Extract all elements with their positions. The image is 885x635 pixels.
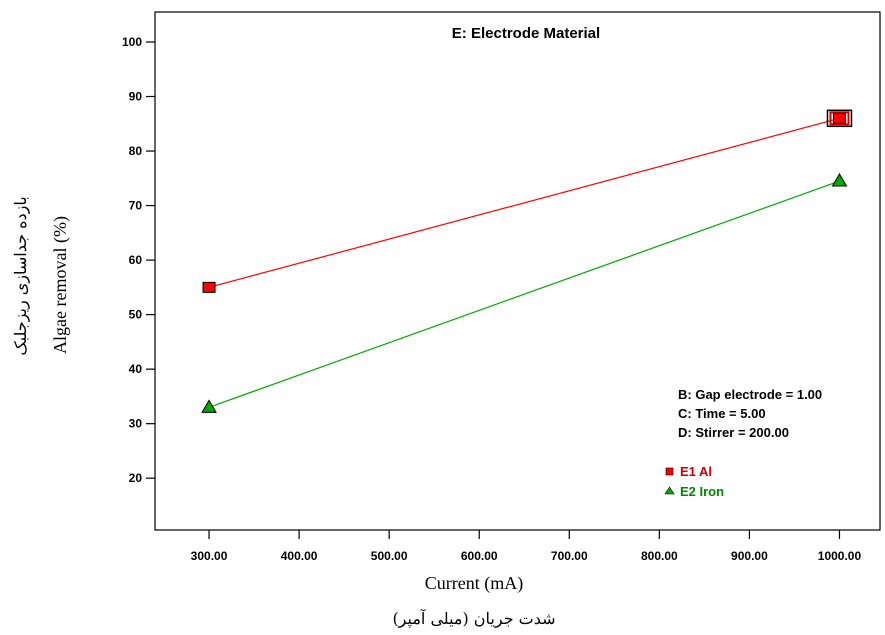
x-tick-label: 400.00 <box>281 549 318 563</box>
legend-label-e2: E2 Iron <box>680 484 724 499</box>
legend-label-e1: E1 Al <box>680 464 712 479</box>
y-tick-label: 90 <box>129 90 143 104</box>
x-tick-label: 500.00 <box>371 549 408 563</box>
y-tick-label: 80 <box>129 144 143 158</box>
chart-title: E: Electrode Material <box>452 25 600 42</box>
x-tick-label: 700.00 <box>551 549 588 563</box>
y-axis-ticks: 20 30 40 50 60 70 80 90 100 <box>122 35 155 485</box>
x-tick-label: 900.00 <box>731 549 768 563</box>
y-tick-label: 40 <box>129 362 143 376</box>
y-tick-label: 70 <box>129 199 143 213</box>
legend: E1 Al E2 Iron <box>664 464 724 499</box>
series-layer <box>201 109 853 413</box>
factor-line-d: D: Stirrer = 200.00 <box>678 425 789 440</box>
highlight-box-inner <box>829 111 850 126</box>
data-point-e1 <box>832 112 846 124</box>
factor-line-b: B: Gap electrode = 1.00 <box>678 387 822 402</box>
y-axis-label: Algae removal (%) <box>50 216 71 354</box>
y-tick-label: 20 <box>129 471 143 485</box>
x-tick-label: 600.00 <box>461 549 498 563</box>
legend-marker-e2 <box>664 486 675 495</box>
x-tick-label: 1000.00 <box>818 549 862 563</box>
highlight-box <box>826 109 853 128</box>
y-tick-label: 30 <box>129 417 143 431</box>
x-tick-label: 800.00 <box>641 549 678 563</box>
x-axis-label-persian: شدت جریان (میلی آمپر) <box>392 608 555 628</box>
factor-line-c: C: Time = 5.00 <box>678 406 766 421</box>
y-axis-label-persian: بازده جداسازی ریزجلبک <box>11 196 30 355</box>
x-tick-label: 300.00 <box>191 549 228 563</box>
legend-marker-e1 <box>665 467 674 476</box>
series-line-e2 <box>208 180 840 408</box>
factor-settings: B: Gap electrode = 1.00 C: Time = 5.00 D… <box>678 387 822 440</box>
data-point-e2 <box>831 173 848 187</box>
y-tick-label: 60 <box>129 253 143 267</box>
x-axis-label: Current (mA) <box>425 573 523 594</box>
x-axis-ticks: 300.00 400.00 500.00 600.00 700.00 800.00 900.… <box>191 530 862 563</box>
data-point-e2 <box>201 399 217 413</box>
y-tick-label: 50 <box>129 308 143 322</box>
plot-frame <box>154 11 881 531</box>
series-line-e1 <box>208 117 840 288</box>
data-point-e1 <box>202 281 216 293</box>
y-tick-label: 100 <box>122 35 142 49</box>
